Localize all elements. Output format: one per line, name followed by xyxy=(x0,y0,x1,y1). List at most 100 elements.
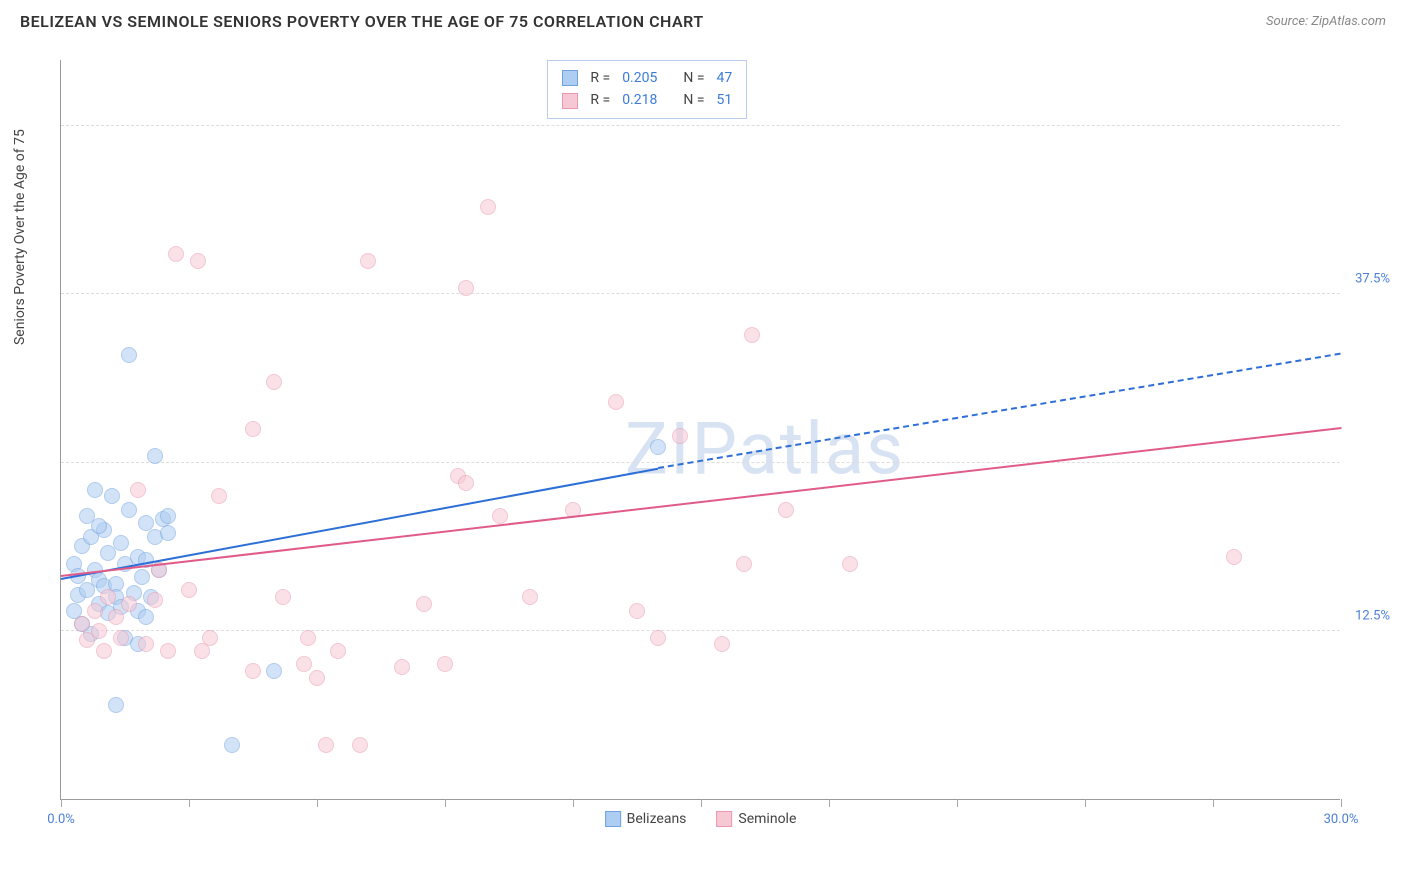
data-point xyxy=(87,603,103,619)
data-point xyxy=(1226,549,1242,565)
data-point xyxy=(360,253,376,269)
data-point xyxy=(309,670,325,686)
data-point xyxy=(736,556,752,572)
data-point xyxy=(744,327,760,343)
legend-swatch xyxy=(562,70,578,86)
data-point xyxy=(608,394,624,410)
data-point xyxy=(394,659,410,675)
data-point xyxy=(275,589,291,605)
data-point xyxy=(113,630,129,646)
data-point xyxy=(778,502,794,518)
data-point xyxy=(181,582,197,598)
data-point xyxy=(296,656,312,672)
n-label: N = xyxy=(683,67,704,89)
data-point xyxy=(842,556,858,572)
data-point xyxy=(160,643,176,659)
data-point xyxy=(330,643,346,659)
data-point xyxy=(96,643,112,659)
data-point xyxy=(437,656,453,672)
legend-row: R = 0.218 N = 51 xyxy=(562,89,732,111)
data-point xyxy=(266,663,282,679)
data-point xyxy=(266,374,282,390)
data-point xyxy=(113,535,129,551)
data-point xyxy=(108,697,124,713)
data-point xyxy=(650,630,666,646)
data-point xyxy=(121,347,137,363)
y-tick-label: 12.5% xyxy=(1355,608,1390,623)
data-point xyxy=(416,596,432,612)
data-point xyxy=(168,246,184,262)
correlation-legend: R = 0.205 N = 47 R = 0.218 N = 51 xyxy=(547,60,747,119)
data-point xyxy=(714,636,730,652)
x-tick xyxy=(1213,799,1214,807)
x-tick xyxy=(701,799,702,807)
data-point xyxy=(522,589,538,605)
data-point xyxy=(202,630,218,646)
data-point xyxy=(138,609,154,625)
data-point xyxy=(91,623,107,639)
r-label: R = xyxy=(590,67,610,89)
data-point xyxy=(100,589,116,605)
r-value: 0.218 xyxy=(622,89,657,111)
data-point xyxy=(190,253,206,269)
data-point xyxy=(147,592,163,608)
legend-label: Seminole xyxy=(738,811,796,827)
x-tick xyxy=(61,799,62,807)
data-point xyxy=(458,280,474,296)
x-tick-label: 30.0% xyxy=(1324,812,1359,827)
data-point xyxy=(160,508,176,524)
scatter-plot: ZIPatlas R =0.205N =47R =0.218N =51 Beli… xyxy=(60,60,1340,800)
x-tick xyxy=(445,799,446,807)
legend-swatch xyxy=(716,811,732,827)
trend-line xyxy=(658,353,1341,469)
legend-row: R = 0.205 N = 47 xyxy=(562,67,732,89)
r-value: 0.205 xyxy=(622,67,657,89)
legend-label: Belizeans xyxy=(627,811,687,827)
x-tick xyxy=(829,799,830,807)
data-point xyxy=(79,582,95,598)
x-tick xyxy=(317,799,318,807)
data-point xyxy=(352,737,368,753)
data-point xyxy=(300,630,316,646)
data-point xyxy=(211,488,227,504)
legend-item: Seminole xyxy=(716,811,796,827)
x-tick xyxy=(189,799,190,807)
data-point xyxy=(672,428,688,444)
data-point xyxy=(130,482,146,498)
trend-line xyxy=(61,427,1341,577)
n-value: 47 xyxy=(717,67,733,89)
legend-item: Belizeans xyxy=(605,811,687,827)
x-tick xyxy=(573,799,574,807)
data-point xyxy=(104,488,120,504)
y-tick-label: 37.5% xyxy=(1355,272,1390,287)
data-point xyxy=(160,525,176,541)
data-point xyxy=(245,421,261,437)
data-point xyxy=(87,482,103,498)
data-point xyxy=(121,502,137,518)
data-point xyxy=(458,475,474,491)
data-point xyxy=(138,636,154,652)
gridline xyxy=(61,293,1340,294)
data-point xyxy=(147,448,163,464)
data-point xyxy=(108,609,124,625)
n-label: N = xyxy=(683,89,704,111)
data-point xyxy=(318,737,334,753)
r-label: R = xyxy=(590,89,610,111)
data-point xyxy=(224,737,240,753)
gridline xyxy=(61,630,1340,631)
data-point xyxy=(480,199,496,215)
data-point xyxy=(194,643,210,659)
data-point xyxy=(492,508,508,524)
chart-container: Seniors Poverty Over the Age of 75 ZIPat… xyxy=(50,50,1386,840)
gridline xyxy=(61,125,1340,126)
legend-swatch xyxy=(562,93,578,109)
data-point xyxy=(121,596,137,612)
page-title: BELIZEAN VS SEMINOLE SENIORS POVERTY OVE… xyxy=(20,12,704,31)
data-point xyxy=(134,569,150,585)
n-value: 51 xyxy=(717,89,733,111)
data-point xyxy=(245,663,261,679)
x-tick xyxy=(1085,799,1086,807)
data-point xyxy=(629,603,645,619)
x-tick-label: 0.0% xyxy=(47,812,75,827)
y-axis-label: Seniors Poverty Over the Age of 75 xyxy=(12,129,28,345)
